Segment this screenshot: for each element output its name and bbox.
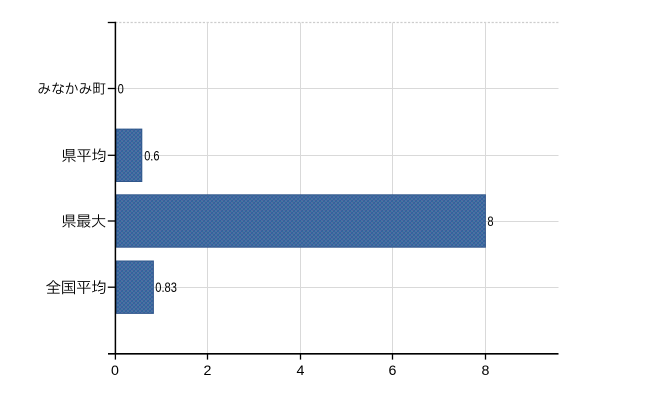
svg-text:0: 0	[118, 81, 124, 97]
svg-text:0.6: 0.6	[144, 147, 159, 163]
svg-text:4: 4	[297, 363, 305, 379]
svg-text:6: 6	[389, 363, 397, 379]
svg-text:0.83: 0.83	[155, 279, 177, 295]
svg-text:8: 8	[482, 363, 490, 379]
svg-text:2: 2	[204, 363, 212, 379]
svg-text:8: 8	[487, 213, 493, 229]
svg-text:0: 0	[111, 363, 119, 379]
